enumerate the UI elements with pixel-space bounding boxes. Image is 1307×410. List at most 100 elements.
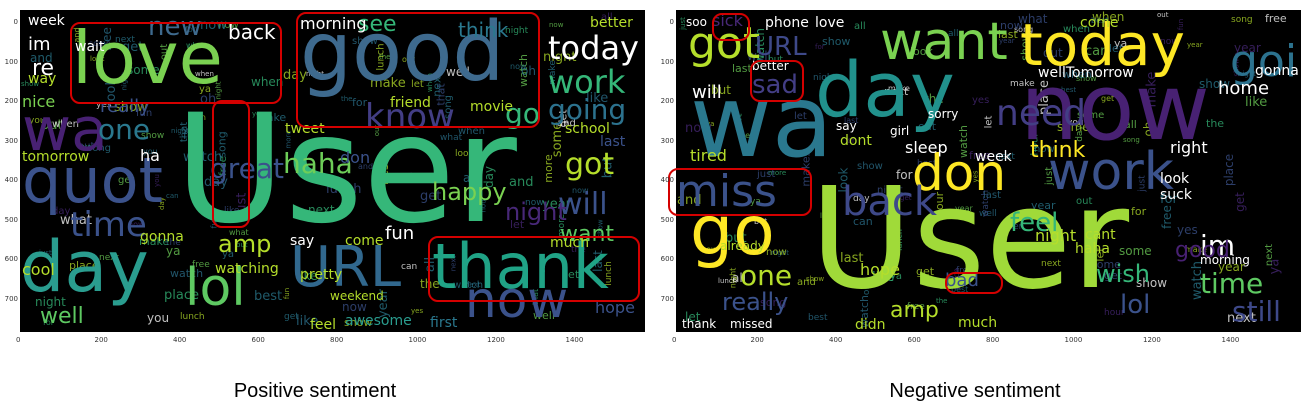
wordcloud-word: URL (290, 235, 402, 300)
wordcloud-word: tomorrow (22, 149, 90, 165)
x-tick-label: 0 (16, 336, 21, 344)
x-tick-label: 200 (94, 336, 108, 344)
wordcloud-filler-word: get (900, 194, 912, 202)
wordcloud-word: gonna (1255, 63, 1299, 79)
wordcloud-filler-word: some (1077, 110, 1105, 121)
wordcloud-filler-word: get (284, 312, 299, 322)
wordcloud-filler-word: now (342, 300, 367, 314)
wordcloud-filler-word: out (1043, 46, 1063, 60)
wordcloud-filler-word: day (204, 175, 228, 190)
wordcloud-word: phone (765, 15, 809, 31)
wordcloud-word: last (600, 134, 626, 150)
wordcloud-filler-word: look (910, 45, 933, 58)
wordcloud-filler-word: you (29, 116, 46, 126)
wordcloud-filler-word: all (1124, 118, 1137, 131)
wordcloud-filler-word: song (1123, 136, 1140, 144)
wordcloud-word: wait (75, 39, 105, 55)
wordcloud-word: already (720, 239, 765, 253)
y-tick-label: 700 (4, 294, 18, 303)
wordcloud-filler-word: make (139, 235, 170, 248)
highlight-box (428, 236, 640, 302)
wordcloud-word: home (1218, 78, 1270, 99)
wordcloud-filler-word: ya (199, 84, 212, 95)
y-tick-label: 200 (4, 97, 18, 105)
wordcloud-filler-word: next (1041, 259, 1061, 269)
wordcloud-filler-word: when (251, 75, 284, 89)
wordcloud-filler-word: can (853, 215, 873, 228)
x-tick-label: 0 (672, 336, 677, 344)
wordcloud-filler-word: best (808, 313, 828, 323)
wordcloud-filler-word: year (542, 197, 572, 212)
wordcloud-filler-word: make (370, 76, 406, 91)
wordcloud-word: love (815, 15, 845, 31)
wordcloud-filler-word: yes (411, 307, 424, 315)
wordcloud-filler-word: but (725, 231, 747, 246)
wordcloud-filler-word: show (141, 131, 165, 141)
wordcloud-word: will (558, 187, 608, 222)
wordcloud-word: haha (283, 147, 353, 180)
wordcloud-word: back (842, 179, 938, 225)
wordcloud-filler-word: get (122, 40, 144, 55)
wordcloud-filler-word: ya (83, 143, 92, 151)
wordcloud-word: week (975, 149, 1012, 165)
wordcloud-word: see (358, 12, 397, 37)
wordcloud-word: much (958, 315, 998, 331)
wordcloud-word: fun (385, 223, 415, 244)
wordcloud-filler-word: look (820, 212, 835, 220)
wordcloud-word: User (175, 83, 517, 257)
wordcloud-filler-word: fun (193, 113, 206, 122)
wordcloud-filler-word: next (465, 281, 481, 289)
x-tick-label: 1400 (1221, 336, 1240, 344)
wordcloud-word: today (1020, 11, 1185, 79)
wordcloud-filler-word: night (771, 249, 790, 257)
wordcloud-filler-word: next (1264, 243, 1276, 267)
wordcloud-word: go (690, 192, 775, 271)
wordcloud-filler-word: just (757, 169, 776, 180)
wordcloud-word: better (752, 59, 789, 73)
wordcloud-filler-word: next (995, 152, 1015, 162)
wordcloud-word: come (345, 233, 384, 249)
wordcloud-filler-word: make (1010, 79, 1035, 89)
wordcloud-filler-word: you (143, 147, 158, 156)
wordcloud-filler-word: for (352, 96, 368, 109)
y-tick-label: 700 (660, 294, 674, 303)
wordcloud-filler-word: like (224, 206, 240, 216)
wordcloud-word: right (1170, 138, 1208, 157)
wordcloud-filler-word: song (1231, 15, 1253, 25)
wordcloud-filler-word: watch (453, 280, 484, 291)
wordcloud-filler-word: for (815, 43, 825, 51)
wordcloud-filler-word: can (1085, 44, 1109, 59)
highlight-box (712, 13, 750, 41)
wordcloud-filler-word: for (43, 318, 54, 327)
wordcloud-filler-word: lunch (326, 182, 362, 197)
wordcloud-filler-word: hour (1104, 308, 1125, 318)
wordcloud-word: back (228, 20, 276, 44)
wordcloud-word: ha (140, 146, 160, 165)
wordcloud-filler-word: now (1034, 144, 1055, 155)
wordcloud-filler-word: let (794, 111, 807, 122)
wordcloud-filler-word: lunch (180, 312, 205, 322)
wordcloud-filler-word: day (283, 68, 307, 83)
wordcloud-word: wa (690, 63, 834, 180)
wordcloud-filler-word: free (907, 302, 925, 312)
wordcloud-word: dont (840, 133, 872, 149)
highlight-box (212, 100, 250, 228)
wordcloud-filler-word: make (1185, 245, 1207, 254)
wordcloud-word: say (290, 233, 315, 249)
wordcloud-filler-word: oh (938, 279, 952, 292)
negative-caption: Negative sentiment (889, 380, 1061, 402)
x-tick-label: 1200 (1143, 336, 1161, 344)
wordcloud-filler-word: like (297, 269, 318, 283)
wordcloud-filler-word: out (918, 120, 937, 133)
y-tick-label: 200 (660, 97, 674, 105)
wordcloud-word: nice (22, 92, 56, 111)
wordcloud-filler-word: the (924, 92, 944, 106)
wordcloud-word: come (1080, 15, 1119, 31)
wordcloud-word: better (590, 15, 633, 31)
wordcloud-filler-word: last (732, 62, 752, 75)
x-tick-label: 800 (986, 336, 1000, 344)
wordcloud-word: look (1160, 171, 1190, 187)
wordcloud-filler-word: get (1101, 94, 1115, 103)
wordcloud-word: one (740, 259, 793, 292)
